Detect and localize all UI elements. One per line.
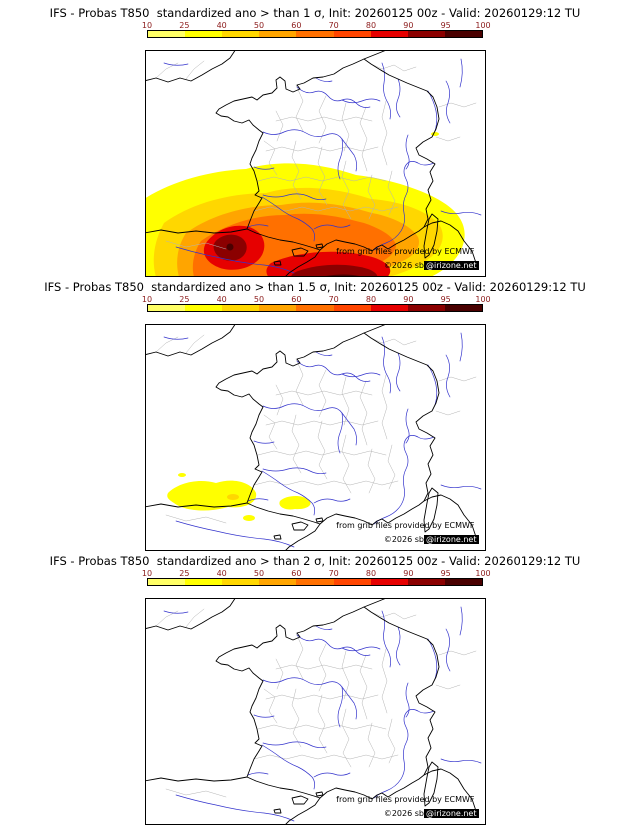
colorbar-segment (185, 305, 223, 311)
panel-sigma-2: IFS - Probas T850 standardized ano > tha… (0, 554, 630, 825)
colorbar-tick-label: 100 (475, 21, 491, 30)
colorbar-tick-label: 80 (365, 569, 377, 578)
colorbar-gradient (147, 30, 483, 38)
probability-map-sigma-2 (145, 599, 481, 824)
colorbar-segment (259, 305, 297, 311)
colorbar-tick-label: 100 (475, 569, 491, 578)
copyright-text: ©2026 sb (383, 261, 424, 270)
map-frame: from grib files provided by ECMWF ©2026 … (144, 324, 486, 551)
colorbar-tick-label: 90 (403, 569, 414, 578)
colorbar-tick-label: 90 (403, 295, 414, 304)
attribution-ecmwf: from grib files provided by ECMWF (336, 795, 475, 804)
colorbar-segment (222, 31, 260, 37)
anomaly-overlay (145, 132, 465, 276)
colorbar-tick-row: 10 25 40 50 60 70 80 90 95 100 (142, 21, 491, 30)
colorbar-tick-label: 50 (253, 295, 265, 304)
colorbar-segment (259, 31, 297, 37)
colorbar-tick-label: 80 (365, 21, 377, 30)
copyright-text: ©2026 sb (383, 809, 424, 818)
colorbar-segment (370, 31, 408, 37)
colorbar-segment (222, 305, 260, 311)
copyright-text: ©2026 sb (383, 535, 424, 544)
colorbar: 10 25 40 50 60 70 80 90 95 100 (142, 295, 491, 312)
colorbar-tick-row: 10 25 40 50 60 70 80 90 95 100 (142, 569, 491, 578)
colorbar-segment (148, 31, 186, 37)
colorbar-segment (148, 305, 186, 311)
colorbar-tick-label: 70 (328, 569, 339, 578)
colorbar-tick-label: 60 (291, 569, 302, 578)
colorbar-tick-label: 50 (253, 569, 265, 578)
probability-map-sigma-1 (145, 51, 481, 276)
colorbar-tick-label: 70 (328, 295, 339, 304)
colorbar-segment (407, 31, 445, 37)
colorbar-tick-label: 10 (141, 295, 153, 304)
colorbar: 10 25 40 50 60 70 80 90 95 100 (142, 21, 491, 38)
attribution-copyright: ©2026 sb @irizone.net (384, 535, 479, 545)
colorbar-tick-label: 25 (179, 295, 190, 304)
colorbar-segment (185, 31, 223, 37)
colorbar-tick-label: 90 (403, 21, 414, 30)
colorbar: 10 25 40 50 60 70 80 90 95 100 (142, 569, 491, 586)
map-frame: from grib files provided by ECMWF ©2026 … (144, 50, 486, 277)
attribution-copyright: ©2026 sb @irizone.net (384, 261, 479, 271)
colorbar-tick-label: 40 (216, 295, 227, 304)
panel-title: IFS - Probas T850 standardized ano > tha… (49, 554, 581, 568)
colorbar-tick-label: 40 (216, 21, 227, 30)
colorbar-tick-label: 80 (365, 295, 377, 304)
colorbar-tick-label: 95 (440, 295, 451, 304)
panel-title: IFS - Probas T850 standardized ano > tha… (49, 6, 581, 20)
colorbar-segment (296, 305, 334, 311)
colorbar-segment (333, 31, 371, 37)
colorbar-segment (370, 305, 408, 311)
anomaly-overlay (166, 473, 311, 521)
panel-sigma-1: IFS - Probas T850 standardized ano > tha… (0, 6, 630, 277)
colorbar-tick-label: 10 (141, 21, 153, 30)
colorbar-tick-row: 10 25 40 50 60 70 80 90 95 100 (142, 295, 491, 304)
colorbar-tick-label: 95 (440, 21, 451, 30)
colorbar-tick-label: 60 (291, 21, 302, 30)
copyright-domain: @irizone.net (424, 809, 479, 818)
panel-title: IFS - Probas T850 standardized ano > tha… (44, 280, 586, 294)
colorbar-segment (259, 579, 297, 585)
colorbar-segment (333, 579, 371, 585)
colorbar-tick-label: 95 (440, 569, 451, 578)
colorbar-segment (148, 579, 186, 585)
attribution-ecmwf: from grib files provided by ECMWF (336, 521, 475, 530)
colorbar-tick-label: 40 (216, 569, 227, 578)
attribution-copyright: ©2026 sb @irizone.net (384, 809, 479, 819)
colorbar-tick-label: 10 (141, 569, 153, 578)
colorbar-segment (296, 579, 334, 585)
colorbar-tick-label: 25 (179, 569, 190, 578)
colorbar-segment (185, 579, 223, 585)
colorbar-segment (444, 31, 482, 37)
colorbar-tick-label: 50 (253, 21, 265, 30)
colorbar-segment (370, 579, 408, 585)
colorbar-segment (444, 579, 482, 585)
colorbar-segment (407, 305, 445, 311)
colorbar-segment (296, 31, 334, 37)
attribution-ecmwf: from grib files provided by ECMWF (336, 247, 475, 256)
colorbar-gradient (147, 304, 483, 312)
colorbar-gradient (147, 578, 483, 586)
colorbar-tick-label: 100 (475, 295, 491, 304)
colorbar-tick-label: 25 (179, 21, 190, 30)
colorbar-segment (333, 305, 371, 311)
copyright-domain: @irizone.net (424, 261, 479, 270)
panel-sigma-1-5: IFS - Probas T850 standardized ano > tha… (0, 280, 630, 551)
colorbar-segment (222, 579, 260, 585)
copyright-domain: @irizone.net (424, 535, 479, 544)
colorbar-segment (407, 579, 445, 585)
colorbar-segment (444, 305, 482, 311)
colorbar-tick-label: 60 (291, 295, 302, 304)
colorbar-tick-label: 70 (328, 21, 339, 30)
probability-map-sigma-1-5 (145, 325, 481, 550)
map-frame: from grib files provided by ECMWF ©2026 … (144, 598, 486, 825)
